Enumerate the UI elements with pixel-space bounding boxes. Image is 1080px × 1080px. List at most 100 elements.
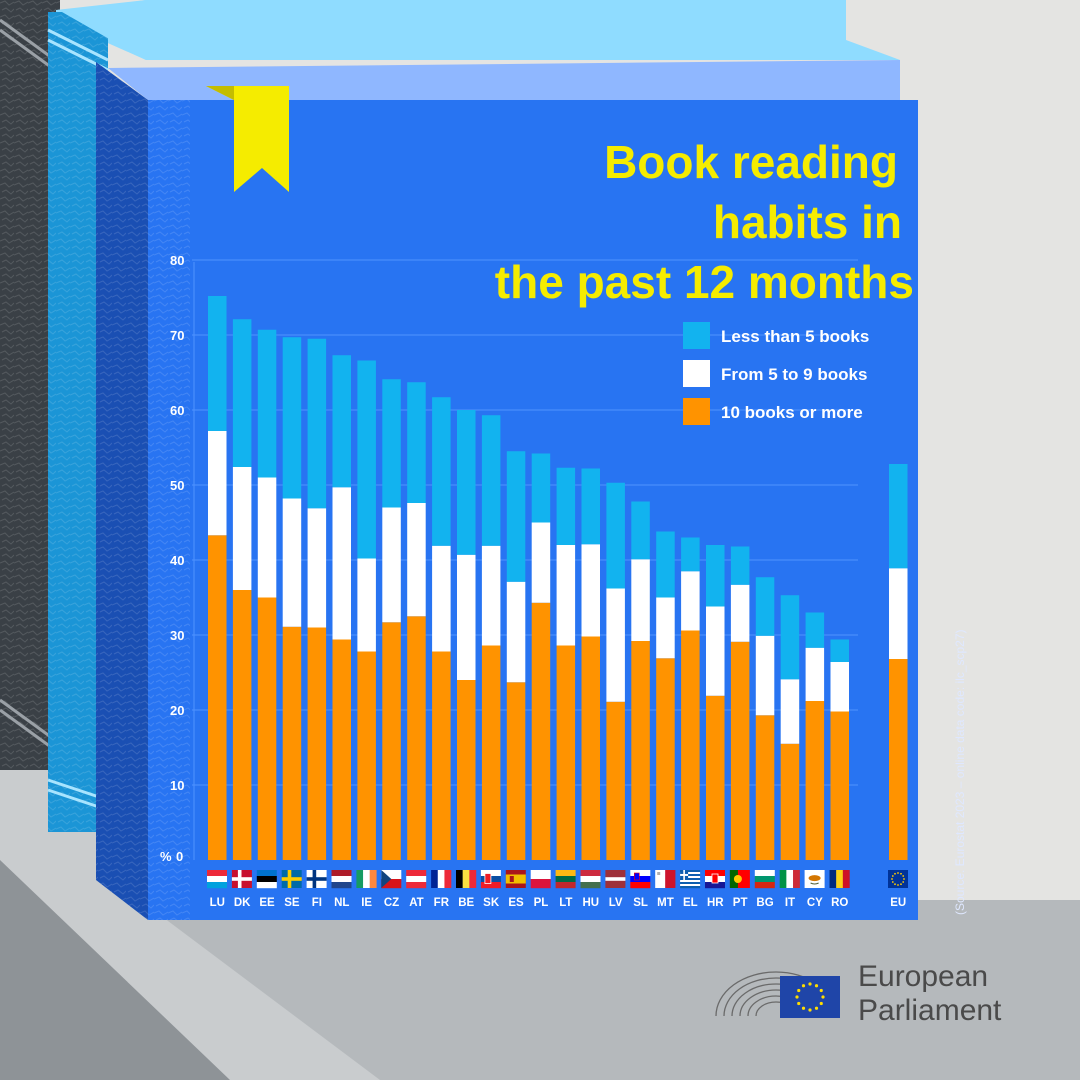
logo-star (801, 984, 806, 988)
bar-lu-from-5-to-9-books (208, 431, 227, 536)
x-label-ee: EE (259, 897, 275, 909)
y-tick-label: 30 (170, 628, 184, 643)
bar-mt-10-books-or-more (656, 658, 675, 860)
bar-fi-10-books-or-more (307, 627, 327, 860)
bar-hu-10-books-or-more (581, 636, 600, 860)
x-label-sk: SK (483, 897, 500, 909)
front-book-top (108, 60, 900, 100)
bar-ro-10-books-or-more (830, 711, 849, 860)
x-label-cy: CY (807, 897, 823, 909)
bar-se-10-books-or-more (282, 626, 302, 860)
bar-sk-less-than-5-books (481, 415, 501, 546)
logo-star (819, 988, 823, 993)
logo-star (795, 995, 799, 999)
x-label-it: IT (785, 897, 795, 909)
x-label-bg: BG (756, 897, 773, 909)
luxembourg-flag (207, 870, 227, 889)
bar-ro-less-than-5-books (830, 639, 849, 662)
bar-fr-from-5-to-9-books (432, 545, 451, 652)
bars (208, 296, 908, 860)
legend-label-5-to-9: From 5 to 9 books (721, 365, 867, 384)
title-line-1: Book reading (604, 136, 898, 188)
bar-ee-10-books-or-more (257, 597, 277, 860)
bar-fi-less-than-5-books (307, 338, 327, 509)
bar-lt-10-books-or-more (556, 645, 576, 860)
bar-hr-less-than-5-books (706, 545, 725, 607)
y-axis-ticks: 10 20 30 40 50 60 70 80 0 (170, 253, 184, 864)
bar-bg-from-5-to-9-books (755, 635, 775, 716)
bar-se-less-than-5-books (282, 337, 302, 499)
bar-fr-less-than-5-books (432, 397, 451, 546)
bar-nl-from-5-to-9-books (332, 487, 351, 640)
y-axis-unit: % (160, 849, 172, 864)
bar-lu-less-than-5-books (208, 296, 227, 431)
x-label-eu: EU (890, 897, 906, 909)
bar-hu-less-than-5-books (581, 468, 600, 545)
legend-label-less-than-5: Less than 5 books (721, 327, 869, 346)
czechia-flag (381, 870, 402, 889)
bar-fi-from-5-to-9-books (307, 508, 327, 628)
shelf-surface (140, 900, 1080, 1080)
bar-es-less-than-5-books (506, 451, 526, 582)
bar-nl-10-books-or-more (332, 639, 351, 860)
stacked-bar-chart: 10 20 30 40 50 60 70 80 0 % LU DK EE SE FI NL IE CZ AT FR… (160, 253, 908, 909)
country-flags (207, 870, 908, 889)
bar-lv-from-5-to-9-books (606, 588, 625, 702)
logo-star (821, 995, 825, 999)
y-tick-label: 70 (170, 328, 184, 343)
y-tick-label: 20 (170, 703, 184, 718)
denmark-flag (231, 870, 252, 888)
bar-fr-10-books-or-more (432, 651, 451, 860)
bar-cz-10-books-or-more (382, 622, 401, 860)
logo-text-parliament: Parliament (858, 994, 1002, 1027)
bar-it-10-books-or-more (780, 743, 800, 860)
bar-be-less-than-5-books (457, 410, 476, 555)
y-tick-label: 40 (170, 553, 184, 568)
x-label-mt: MT (657, 897, 674, 909)
logo-star (814, 984, 819, 988)
bar-eu-10-books-or-more (889, 659, 908, 860)
bar-bg-10-books-or-more (755, 715, 775, 860)
logo-star (801, 1006, 806, 1010)
bar-pt-from-5-to-9-books (730, 584, 750, 642)
netherlands-flag (331, 870, 352, 889)
bar-cz-less-than-5-books (382, 379, 401, 508)
bar-it-from-5-to-9-books (780, 679, 800, 744)
x-label-el: EL (683, 897, 698, 909)
cyprus-flag (804, 870, 825, 888)
title-line-2: habits in (713, 196, 902, 248)
greece-flag (680, 870, 701, 889)
bar-mt-from-5-to-9-books (656, 597, 675, 659)
bar-ee-from-5-to-9-books (257, 477, 277, 598)
y-tick-label: 60 (170, 403, 184, 418)
x-axis-labels: LU DK EE SE FI NL IE CZ AT FR BE SK ES PL LT HU LV SL MT EL… (210, 897, 907, 909)
bar-es-10-books-or-more (506, 682, 526, 860)
x-label-pl: PL (534, 897, 549, 909)
bar-ie-from-5-to-9-books (357, 558, 376, 652)
x-label-lu: LU (210, 897, 225, 909)
x-label-be: BE (458, 897, 474, 909)
bar-lu-10-books-or-more (208, 535, 227, 860)
bar-cy-from-5-to-9-books (805, 647, 825, 701)
legend-swatch-10-or-more (683, 398, 710, 425)
x-label-nl: NL (334, 897, 349, 909)
finland-flag (306, 870, 327, 888)
middle-book-top (62, 0, 900, 60)
legend-label-10-or-more: 10 books or more (721, 403, 863, 422)
romania-flag (829, 870, 850, 888)
bar-ro-from-5-to-9-books (830, 662, 849, 712)
bar-bg-less-than-5-books (755, 577, 775, 636)
logo-star (808, 1008, 812, 1012)
x-label-se: SE (284, 897, 300, 909)
bar-pl-less-than-5-books (531, 453, 551, 523)
bar-ie-10-books-or-more (357, 651, 376, 860)
x-label-ie: IE (361, 897, 372, 909)
x-label-sl: SL (633, 897, 648, 909)
bar-pl-from-5-to-9-books (531, 522, 551, 603)
bar-mt-less-than-5-books (656, 531, 675, 598)
bar-sk-from-5-to-9-books (481, 545, 501, 646)
slovakia-flag (480, 870, 501, 889)
logo-star (808, 982, 812, 986)
bar-dk-10-books-or-more (232, 590, 252, 860)
